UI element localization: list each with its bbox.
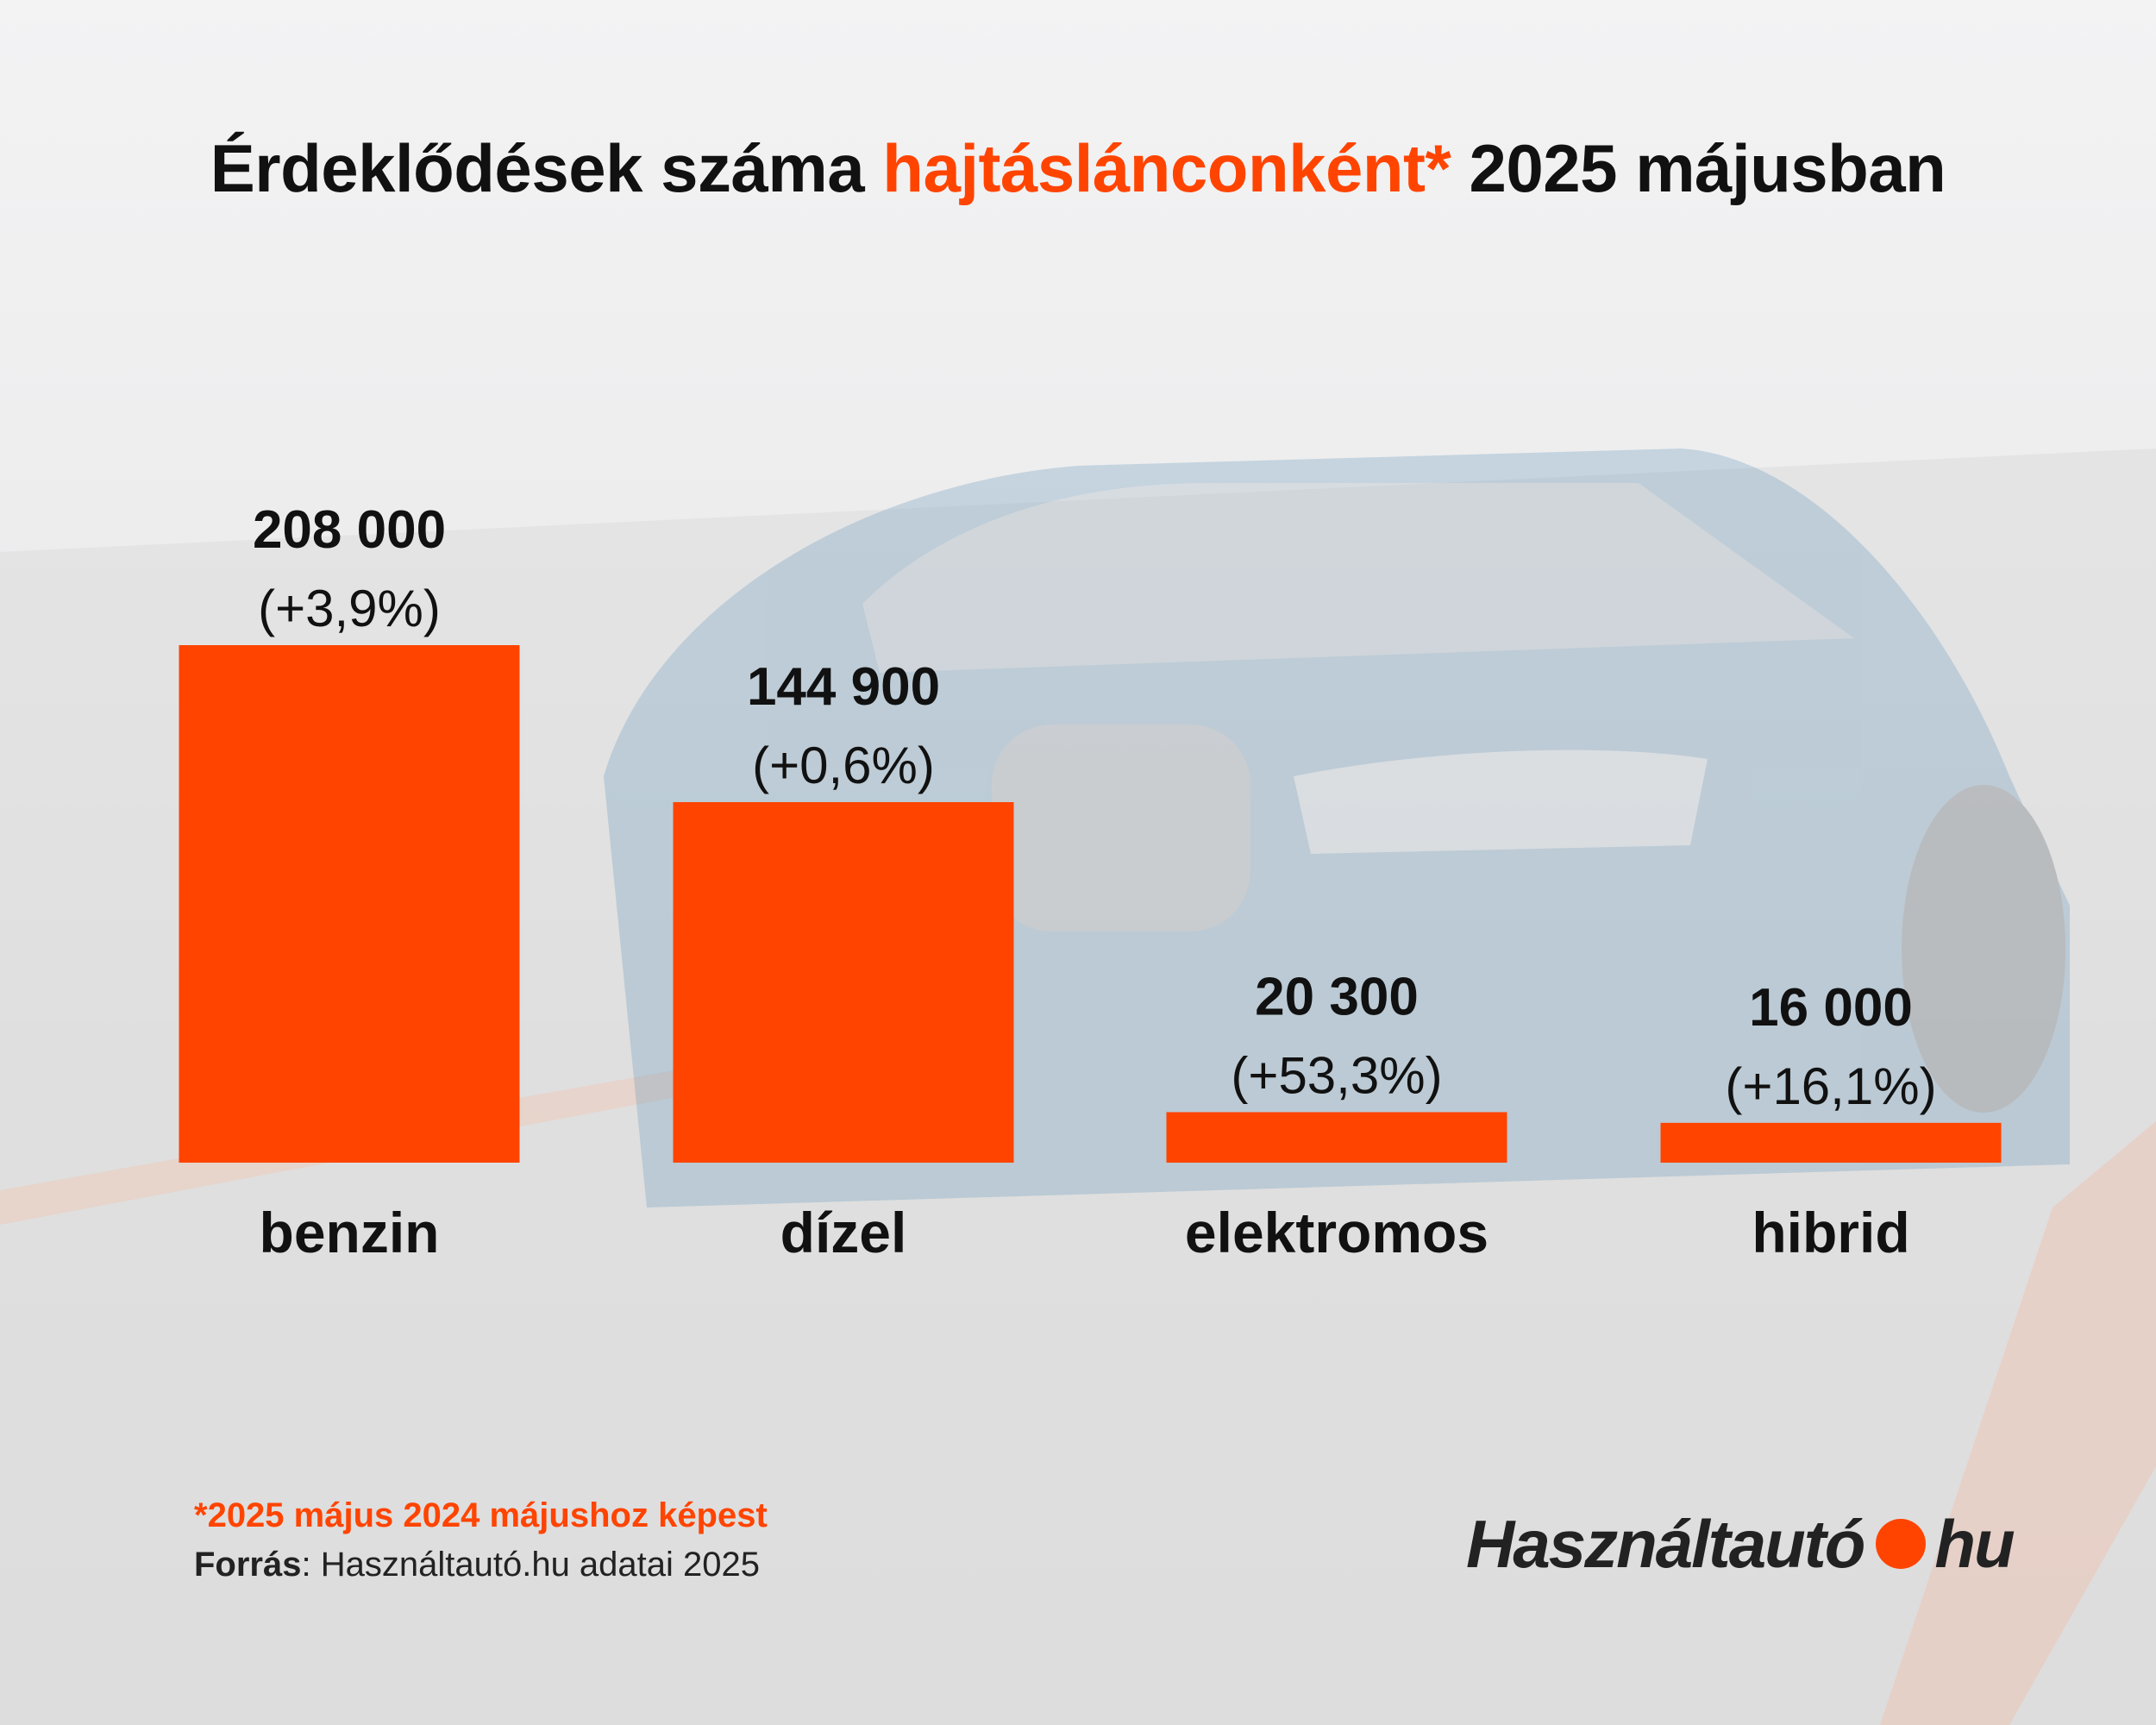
logo-text-left: Használtautó [1466, 1505, 1865, 1582]
bar-1 [673, 802, 1014, 1163]
logo-dot-icon [1876, 1519, 1927, 1569]
value-label-0: 208 000 [253, 500, 446, 560]
brand-logo: Használtautó hu [1466, 1505, 2015, 1583]
change-label-0: (+3,9%) [258, 580, 441, 637]
category-label-0: benzin [260, 1201, 440, 1264]
change-label-1: (+0,6%) [752, 737, 935, 794]
bar-0 [179, 645, 520, 1163]
title-part-1: Érdeklődések száma [210, 130, 883, 206]
title-part-2: 2025 májusban [1451, 130, 1946, 206]
source-note: Forrás: Használtautó.hu adatai 2025 [194, 1546, 760, 1584]
source-label: Forrás [194, 1546, 302, 1584]
title-highlight: hajtásláncon­ként* [882, 130, 1451, 206]
category-label-1: dízel [780, 1201, 907, 1264]
change-label-3: (+16,1%) [1725, 1057, 1936, 1115]
chart-title: Érdeklődések száma hajtásláncon­ként* 20… [0, 129, 2156, 208]
footnote: *2025 május 2024 májushoz képest [194, 1496, 768, 1534]
source-text: : Használtautó.hu adatai 2025 [301, 1546, 761, 1584]
value-label-2: 20 300 [1255, 967, 1419, 1026]
category-label-3: hibrid [1752, 1201, 1909, 1264]
value-label-1: 144 900 [747, 657, 940, 717]
change-label-2: (+53,3%) [1231, 1046, 1442, 1104]
value-label-3: 16 000 [1749, 978, 1913, 1038]
category-label-2: elektromos [1185, 1201, 1489, 1264]
bar-3 [1660, 1122, 2002, 1163]
bar-2 [1166, 1112, 1507, 1163]
logo-text-right: hu [1934, 1505, 2015, 1582]
